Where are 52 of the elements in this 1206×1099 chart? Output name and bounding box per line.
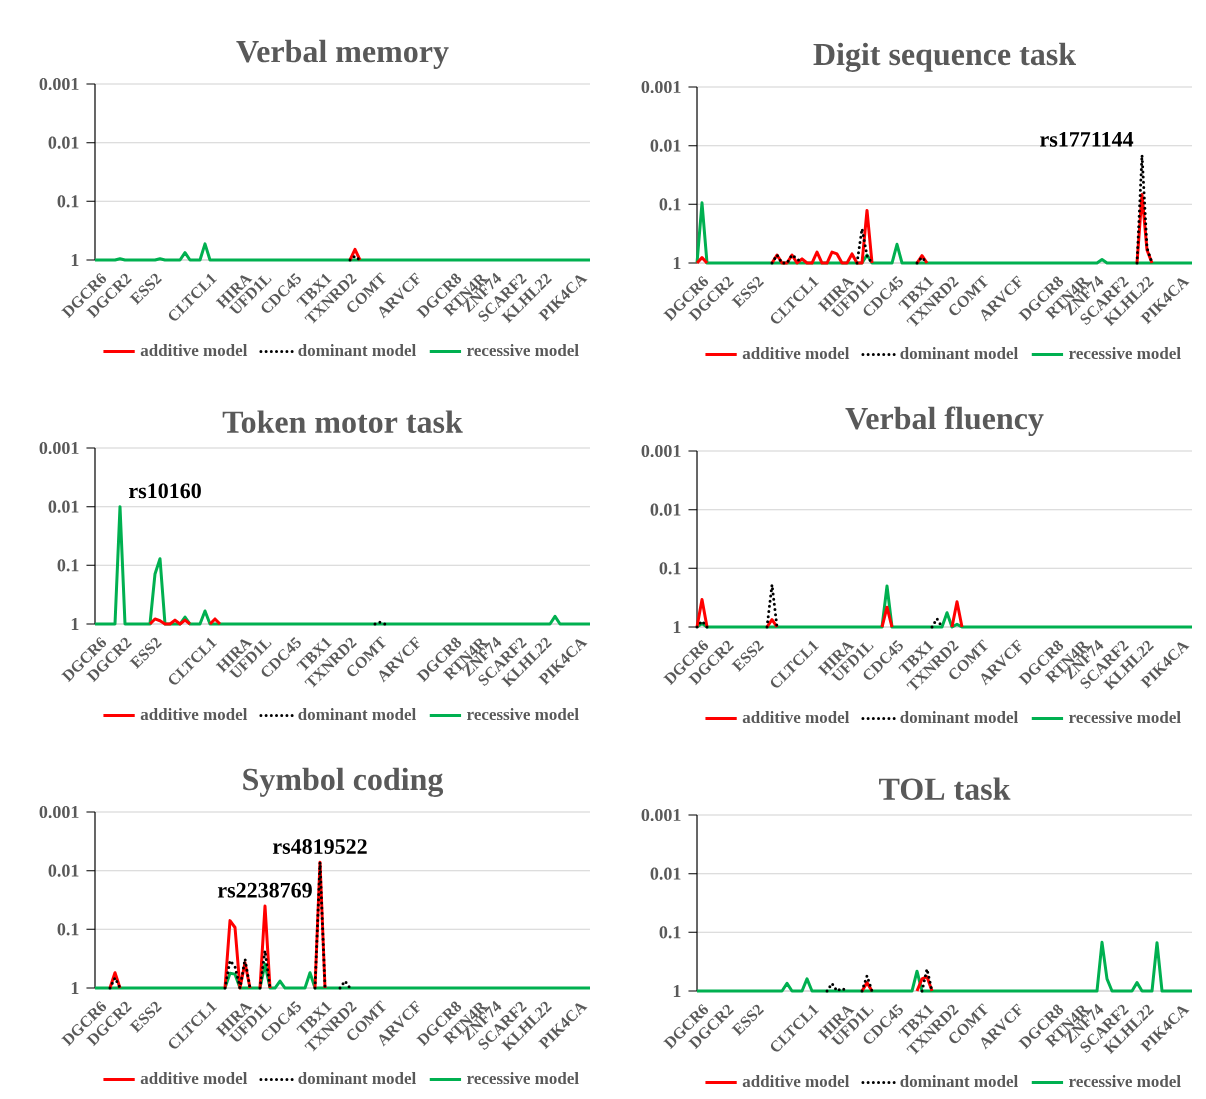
y-tick-label: 0.1	[57, 559, 79, 572]
y-tick-label: 0.1	[659, 926, 681, 939]
y-tick-label: 1	[673, 257, 681, 269]
legend-label: additive model	[742, 1075, 850, 1088]
y-tick-label: 0.01	[48, 500, 79, 513]
legend-label: dominant model	[298, 344, 416, 357]
y-tick-label: 1	[673, 621, 681, 633]
legend-label: recessive model	[467, 708, 579, 721]
y-tick-label: 0.001	[641, 444, 681, 458]
y-tick-label: 0.01	[48, 136, 79, 149]
annotation: rs1771144	[1040, 132, 1134, 147]
legend-label: additive model	[140, 344, 248, 357]
legend-label: dominant model	[900, 711, 1018, 724]
y-tick-label: 0.1	[659, 562, 681, 575]
annotation: rs4819522	[272, 839, 367, 854]
chart-title: Digit sequence task	[813, 42, 1077, 72]
legend-label: recessive model	[1069, 711, 1181, 724]
legend-label: recessive model	[1069, 1075, 1181, 1088]
chart-title: Verbal memory	[236, 39, 449, 69]
y-tick-label: 1	[673, 985, 681, 997]
annotation: rs10160	[129, 483, 201, 499]
y-tick-label: 0.001	[641, 80, 681, 94]
y-tick-label: 0.01	[650, 867, 681, 880]
legend-label: additive model	[140, 1072, 248, 1085]
y-tick-label: 1	[71, 982, 79, 994]
legend-label: additive model	[742, 711, 850, 724]
legend-label: dominant model	[900, 347, 1018, 360]
chart-title: Token motor task	[222, 410, 463, 433]
y-tick-label: 0.001	[39, 77, 79, 91]
legend-label: dominant model	[298, 1072, 416, 1085]
legend-label: additive model	[140, 708, 248, 721]
y-tick-label: 1	[71, 254, 79, 266]
y-tick-label: 0.01	[650, 503, 681, 516]
y-tick-label: 0.1	[57, 195, 79, 208]
legend-label: dominant model	[900, 1075, 1018, 1088]
y-tick-label: 0.1	[659, 198, 681, 211]
y-tick-label: 0.01	[48, 864, 79, 877]
chart-title: Verbal fluency	[845, 406, 1044, 436]
legend-label: recessive model	[467, 1072, 579, 1085]
y-tick-label: 1	[71, 618, 79, 630]
annotation: rs2238769	[217, 882, 312, 898]
chart-title: TOL task	[879, 777, 1011, 800]
legend-label: recessive model	[1069, 347, 1181, 360]
y-tick-label: 0.001	[39, 805, 79, 819]
y-tick-label: 0.1	[57, 923, 79, 936]
legend-label: recessive model	[467, 344, 579, 357]
y-tick-label: 0.001	[39, 441, 79, 455]
chart-title: Symbol coding	[243, 767, 444, 797]
y-tick-label: 0.001	[641, 808, 681, 822]
y-tick-label: 0.01	[650, 139, 681, 152]
legend-label: additive model	[742, 347, 850, 360]
legend-label: dominant model	[298, 708, 416, 721]
